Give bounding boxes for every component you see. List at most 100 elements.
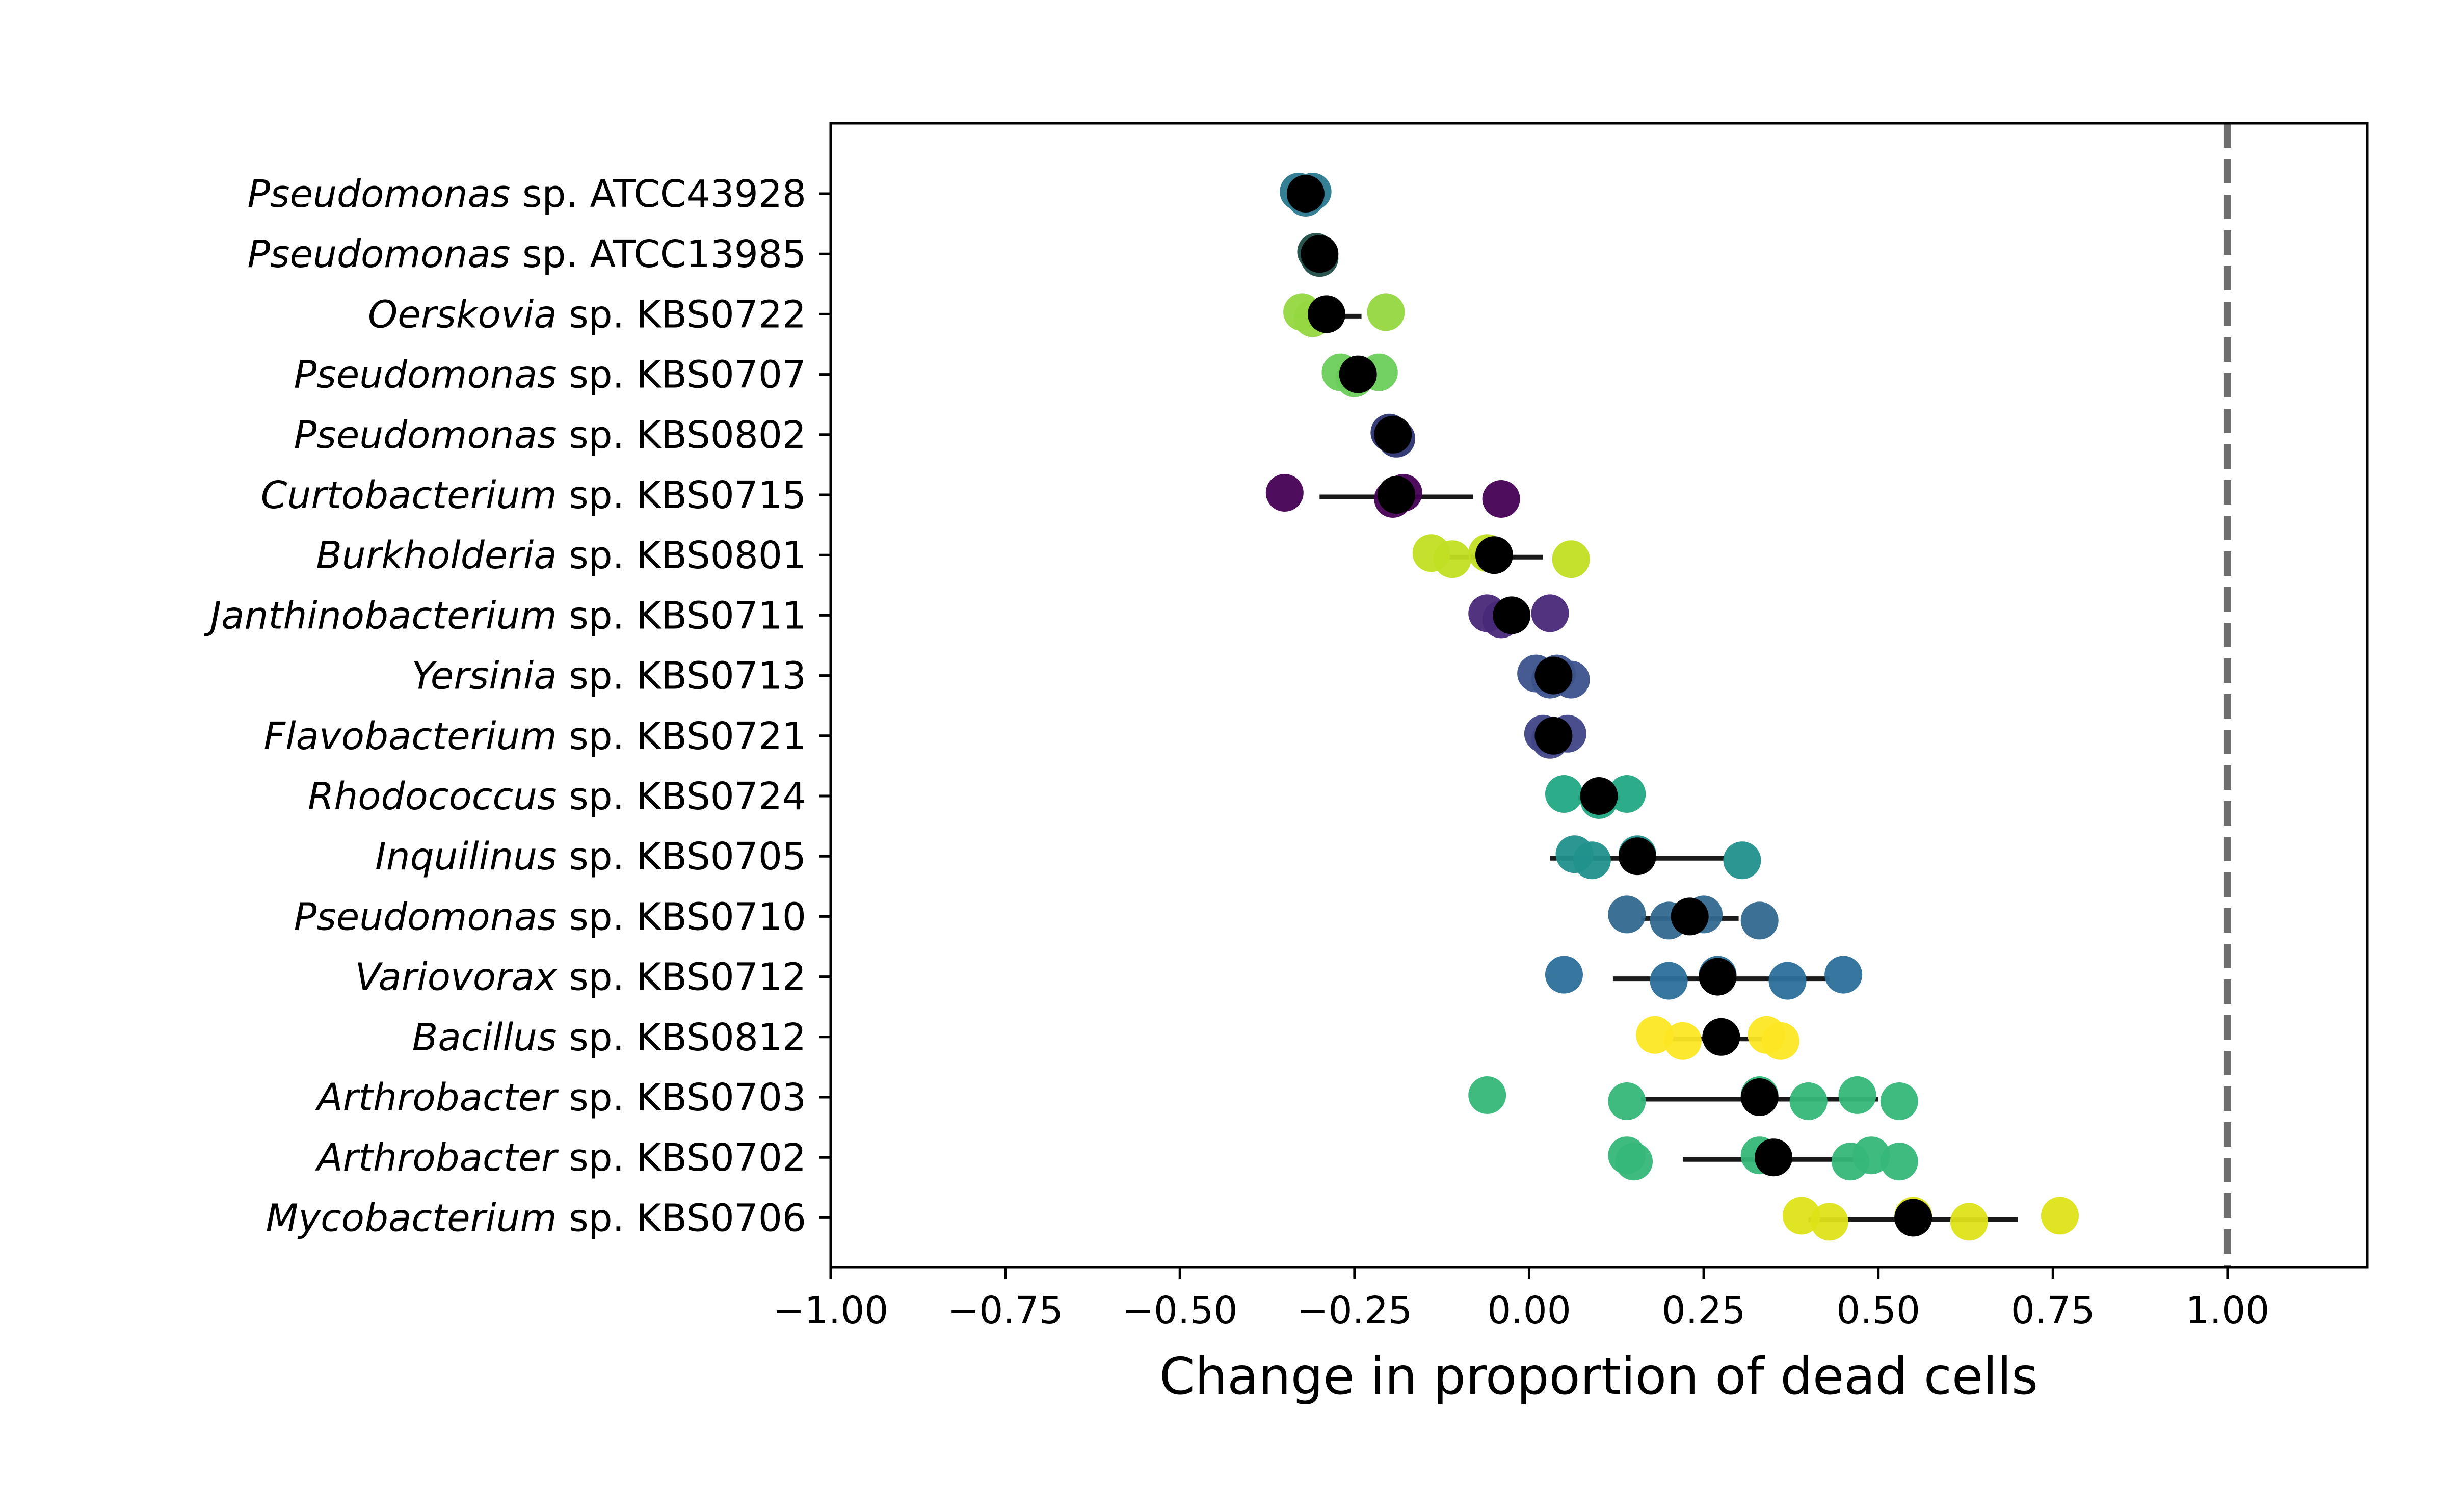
y-category-strain: sp. KBS0711	[569, 594, 806, 638]
y-category-strain: sp. KBS0713	[569, 654, 806, 698]
data-point	[1723, 841, 1761, 880]
y-category-genus: Curtobacterium	[261, 473, 569, 517]
y-category-label: Rhodococcus sp. KBS0724	[308, 775, 806, 818]
data-point	[1880, 1143, 1918, 1181]
data-point	[2041, 1197, 2079, 1235]
mean-marker	[1374, 415, 1412, 454]
y-category-strain: sp. ATCC13985	[522, 232, 806, 276]
y-category-strain: sp. KBS0801	[569, 534, 806, 577]
data-point	[1789, 1082, 1828, 1120]
y-category-strain: sp. KBS0706	[569, 1196, 806, 1240]
data-point	[1367, 293, 1405, 331]
x-tick-label: 1.00	[2186, 1289, 2270, 1333]
y-category-genus: Bacillus	[412, 1016, 569, 1059]
y-category-strain: sp. ATCC43928	[522, 172, 806, 216]
y-category-label: Pseudomonas sp. KBS0707	[294, 353, 806, 397]
mean-marker	[1755, 1138, 1793, 1177]
data-point	[1573, 841, 1611, 880]
y-category-strain: sp. KBS0710	[569, 895, 806, 939]
data-point	[1433, 540, 1471, 578]
x-axis-title: Change in proportion of dead cells	[1159, 1346, 2038, 1406]
y-category-label: Mycobacterium sp. KBS0706	[266, 1196, 806, 1240]
y-category-label: Variovorax sp. KBS0712	[355, 956, 806, 999]
mean-marker	[1286, 175, 1325, 213]
mean-marker	[1301, 235, 1339, 273]
y-category-label: Pseudomonas sp. ATCC13985	[247, 232, 806, 276]
y-category-label: Yersinia sp. KBS0713	[412, 654, 806, 698]
y-category-strain: sp. KBS0721	[569, 714, 806, 758]
data-point	[1824, 956, 1863, 994]
y-category-genus: Pseudomonas	[294, 413, 569, 457]
y-category-label: Pseudomonas sp. ATCC43928	[247, 172, 806, 216]
data-point	[1761, 1022, 1799, 1060]
y-category-label: Janthinobacterium sp. KBS0711	[203, 594, 806, 638]
y-category-label: Bacillus sp. KBS0812	[412, 1016, 806, 1059]
data-point	[1838, 1076, 1876, 1114]
mean-markers-group	[1286, 175, 1932, 1237]
plot-frame	[829, 122, 2369, 1269]
y-category-strain: sp. KBS0707	[569, 353, 806, 397]
mean-marker	[1740, 1078, 1779, 1116]
mean-marker	[1493, 596, 1531, 634]
data-point	[1608, 895, 1646, 934]
data-point	[1468, 1076, 1506, 1114]
y-category-strain: sp. KBS0812	[569, 1016, 806, 1059]
y-category-strain: sp. KBS0703	[569, 1076, 806, 1120]
mean-marker	[1378, 476, 1416, 514]
x-tick-label: −0.25	[1296, 1289, 1412, 1333]
mean-marker	[1475, 536, 1513, 574]
data-point	[1880, 1082, 1918, 1120]
y-category-label: Arthrobacter sp. KBS0702	[315, 1136, 806, 1180]
y-category-label: Inquilinus sp. KBS0705	[375, 835, 806, 879]
y-category-label: Curtobacterium sp. KBS0715	[261, 473, 806, 517]
x-tick-label: 0.00	[1487, 1289, 1571, 1333]
y-category-genus: Variovorax	[355, 956, 569, 999]
data-point	[1545, 775, 1583, 813]
data-point	[1810, 1203, 1848, 1241]
data-point	[1768, 962, 1807, 1000]
data-point	[1265, 474, 1304, 512]
y-category-genus: Burkholderia	[316, 534, 569, 577]
y-category-genus: Pseudomonas	[247, 172, 522, 216]
data-point	[1608, 1082, 1646, 1120]
mean-marker	[1308, 295, 1346, 333]
y-category-genus: Flavobacterium	[264, 714, 569, 758]
y-category-label: Pseudomonas sp. KBS0802	[294, 413, 806, 457]
x-tick-label: 0.50	[1836, 1289, 1920, 1333]
mean-marker	[1894, 1199, 1932, 1237]
mean-marker	[1699, 958, 1737, 996]
y-category-genus: Janthinobacterium	[203, 594, 569, 638]
x-tick-label: 0.25	[1662, 1289, 1746, 1333]
y-category-strain: sp. KBS0705	[569, 835, 806, 879]
mean-marker	[1702, 1018, 1740, 1056]
y-category-genus: Inquilinus	[375, 835, 569, 879]
x-tick-label: −0.75	[947, 1289, 1063, 1333]
y-category-strain: sp. KBS0702	[569, 1136, 806, 1180]
y-category-genus: Yersinia	[412, 654, 569, 698]
y-category-label: Oerskovia sp. KBS0722	[368, 293, 806, 336]
data-point	[1663, 1022, 1702, 1060]
x-axis-ticks-group: −1.00 −0.75 −0.50 −0.25 0.00 0.25 0.50 0.75 1.00	[773, 1267, 2270, 1333]
data-point	[1615, 1143, 1653, 1181]
y-category-genus: Mycobacterium	[266, 1196, 569, 1240]
data-point	[1608, 775, 1646, 813]
x-tick-label: −0.50	[1122, 1289, 1238, 1333]
y-category-label: Pseudomonas sp. KBS0710	[294, 895, 806, 939]
y-category-genus: Pseudomonas	[247, 232, 522, 276]
mean-marker	[1534, 717, 1573, 755]
mean-marker	[1339, 355, 1377, 393]
x-tick-label: −1.00	[773, 1289, 889, 1333]
y-category-strain: sp. KBS0712	[569, 956, 806, 999]
data-point	[1740, 901, 1779, 940]
y-category-genus: Arthrobacter	[315, 1076, 569, 1120]
y-category-strain: sp. KBS0722	[569, 293, 806, 336]
y-category-label: Arthrobacter sp. KBS0703	[315, 1076, 806, 1120]
data-point	[1950, 1203, 1988, 1241]
y-category-label: Burkholderia sp. KBS0801	[316, 534, 806, 577]
y-category-label: Flavobacterium sp. KBS0721	[264, 714, 806, 758]
mean-marker	[1534, 656, 1573, 695]
data-point	[1650, 962, 1688, 1000]
